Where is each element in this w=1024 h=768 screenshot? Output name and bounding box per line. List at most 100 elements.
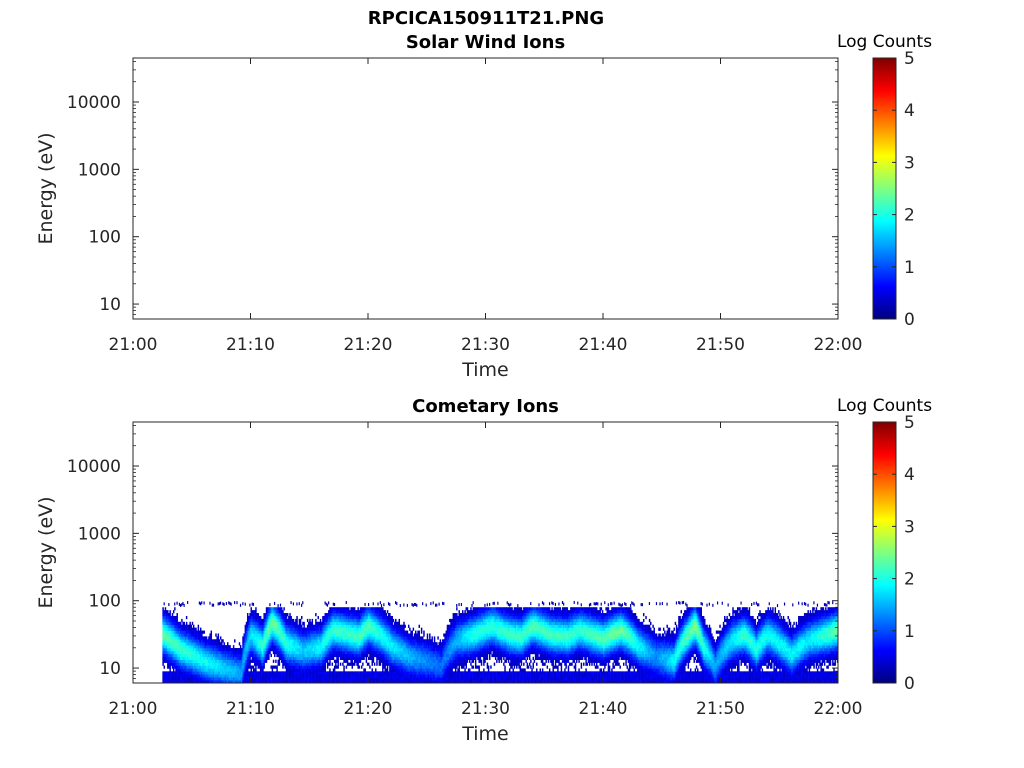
spectrogram-cell — [278, 613, 281, 617]
spectrogram-cell — [230, 662, 232, 666]
spectrogram-cell — [400, 656, 403, 660]
spectrogram-cell — [357, 671, 359, 675]
spectrogram-cell — [397, 639, 399, 643]
spectrogram-cell — [360, 621, 363, 626]
spectrogram-cell — [299, 668, 302, 672]
spectrogram-cell — [194, 674, 196, 678]
spectrogram-cell — [198, 665, 201, 669]
spectrogram-cell — [192, 633, 195, 637]
spectrogram-cell — [308, 636, 310, 640]
spectrogram-cell — [168, 627, 170, 631]
spectrogram-cell — [246, 624, 249, 628]
spectrogram-cell — [196, 639, 198, 643]
spectrogram-cell — [242, 648, 244, 652]
spectrogram-cell — [348, 621, 350, 626]
spectrogram-cell — [306, 648, 309, 652]
spectrogram-cell — [302, 650, 304, 655]
spectrogram-cell — [217, 650, 220, 655]
spectrogram-cell — [384, 674, 386, 678]
spectrogram-cell — [217, 659, 220, 663]
spectrogram-cell — [214, 645, 216, 649]
spectrogram-cell — [291, 677, 294, 681]
spectrogram-cell — [315, 674, 317, 678]
spectrogram-cell — [371, 624, 373, 628]
spectrogram-cell — [301, 630, 303, 634]
spectrogram-cell — [365, 674, 368, 678]
spectrogram-cell — [183, 656, 185, 660]
spectrogram-cell — [289, 650, 291, 655]
spectrogram-cell — [218, 665, 221, 669]
spectrogram-cell — [258, 630, 261, 634]
spectrogram-cell — [368, 618, 370, 623]
panel-solar-wind: 21:00 21:10 21:20 21:30 21:40 21:50 22:0010100… — [35, 32, 932, 381]
spectrogram-cell — [269, 621, 271, 626]
spectrogram-cell — [308, 656, 310, 660]
spectrogram-cell — [171, 627, 174, 631]
spectrogram-cell — [396, 680, 398, 684]
spectrogram-cell — [357, 642, 359, 646]
spectrogram-cell — [174, 662, 176, 666]
spectrogram-cell — [380, 627, 383, 631]
spectrogram-cell — [263, 618, 265, 623]
spectrogram-cell — [317, 677, 319, 681]
spectrogram-cell — [356, 680, 358, 684]
spectrogram-cell — [259, 659, 262, 663]
spectrogram-cell — [293, 645, 296, 649]
spectrogram-cell — [393, 633, 396, 637]
spectrogram-cell — [364, 633, 366, 637]
spectrogram-cell — [274, 680, 276, 684]
spectrogram-cell — [376, 607, 378, 611]
spectrogram-cell — [176, 621, 178, 626]
spectrogram-cell — [332, 610, 335, 614]
spectrogram-cell — [177, 650, 180, 655]
spectrogram-cell — [225, 671, 228, 675]
spectrogram-cell — [272, 665, 275, 669]
spectrogram-cell — [274, 607, 276, 611]
spectrogram-cell — [426, 633, 429, 637]
spectrogram-cell — [244, 650, 247, 655]
spectrogram-cell — [376, 671, 378, 675]
spectrogram-cell — [264, 656, 267, 660]
spectrogram-cell — [326, 662, 329, 666]
spectrogram-cell — [284, 630, 287, 634]
spectrogram-cell — [346, 607, 349, 611]
spectrogram-cell — [362, 621, 364, 626]
spectrogram-cell — [304, 648, 307, 652]
spectrogram-cell — [210, 648, 213, 652]
spectrogram-cell — [366, 633, 369, 637]
spectrogram-cell — [373, 624, 376, 628]
spectrogram-cell — [328, 610, 330, 614]
spectrogram-cell — [364, 674, 366, 678]
spectrogram-cell — [248, 656, 250, 660]
spectrogram-cell — [393, 624, 396, 628]
spectrogram-cell — [311, 648, 314, 652]
spectrogram-cell — [170, 674, 173, 678]
spectrogram-cell — [246, 642, 249, 646]
spectrogram-cell — [328, 639, 330, 643]
spectrogram-cell — [207, 671, 209, 675]
spectrogram-cell — [403, 671, 405, 675]
spectrogram-cell — [308, 633, 310, 637]
spectrogram-cell — [219, 674, 222, 678]
spectrogram-cell — [338, 633, 341, 637]
spectrogram-cell — [185, 633, 188, 637]
spectrogram-cell — [362, 642, 364, 646]
spectrogram-cell — [303, 639, 305, 643]
spectrogram-cell — [203, 645, 205, 649]
spectrogram-cell — [254, 615, 256, 620]
spectrogram-cell — [344, 624, 346, 628]
spectrogram-cell — [252, 610, 255, 614]
spectrogram-cell — [396, 621, 398, 626]
spectrogram-cell — [257, 618, 260, 623]
spectrogram-cell — [337, 627, 339, 631]
spectrogram-cell — [264, 636, 267, 640]
spectrogram-cell — [362, 610, 364, 614]
spectrogram-cell — [255, 642, 257, 646]
spectrogram-cell — [185, 624, 188, 628]
spectrogram-cell — [195, 677, 197, 681]
spectrogram-cell — [255, 610, 257, 614]
spectrogram-cell — [275, 613, 277, 617]
spectrogram-cell — [362, 624, 364, 628]
spectrogram-cell — [400, 662, 403, 666]
spectrogram-cell — [371, 671, 373, 675]
